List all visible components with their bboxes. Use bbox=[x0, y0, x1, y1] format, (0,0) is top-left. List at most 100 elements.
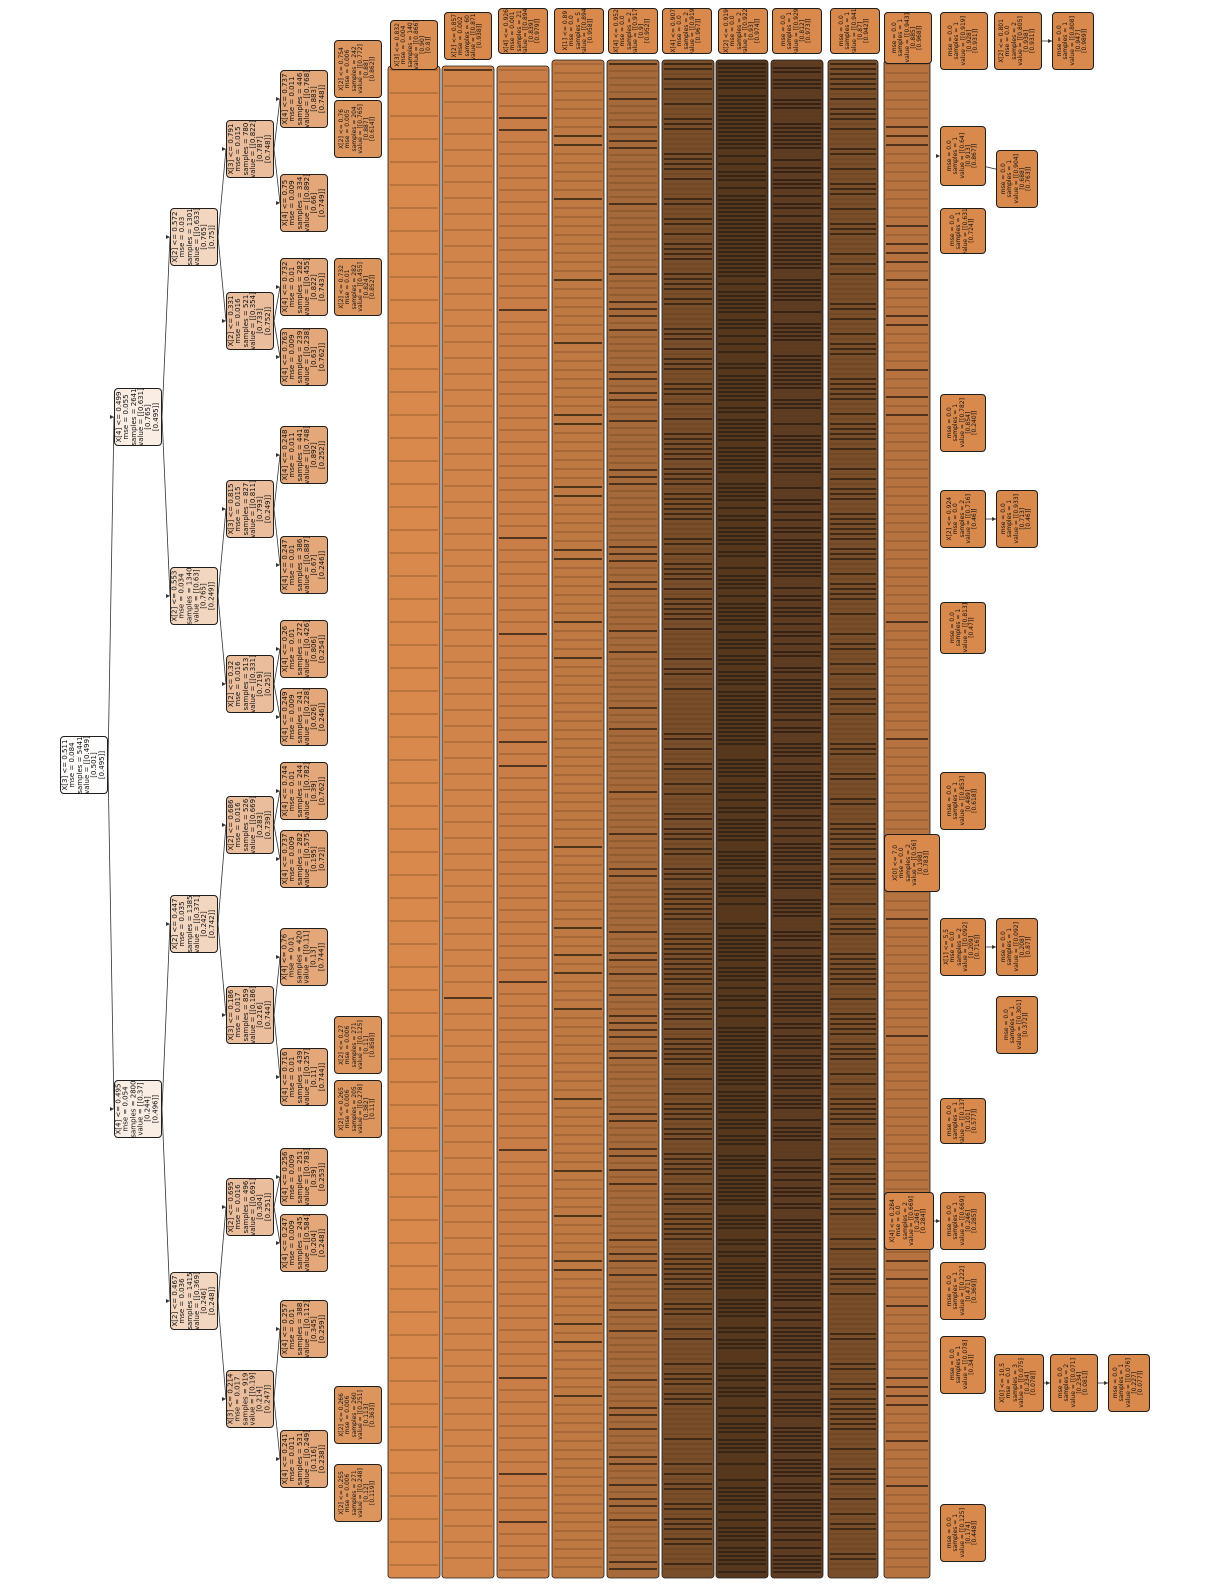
edge-arrowhead bbox=[166, 1299, 170, 1303]
tree-node: X[2] <= 0.266 mse = 0.006 samples = 260 … bbox=[334, 1386, 382, 1444]
tree-node: X[4] <= 0.926 mse = 0.001 samples = 21 v… bbox=[498, 8, 548, 54]
tree-edge bbox=[217, 923, 227, 1016]
edge-arrowhead bbox=[936, 154, 940, 158]
dense-node-column bbox=[551, 59, 605, 1579]
node-label: X[4] <= 0.495 mse = 0.054 samples = 2800… bbox=[114, 1080, 160, 1138]
edge-arrowhead bbox=[222, 1205, 226, 1209]
node-label: X[4] <= 0.257 mse = 0.01 samples = 388 v… bbox=[280, 1300, 326, 1358]
node-label: X[2] <= 0.732 mse = 0.01 samples = 282 v… bbox=[338, 262, 377, 312]
tree-edge bbox=[217, 508, 227, 597]
tree-node: mse = 0.0 samples = 1 value = [[0.125] [… bbox=[940, 1504, 986, 1562]
node-label: mse = 0.0 samples = 1 value = [[0.092] [… bbox=[1000, 922, 1033, 972]
edge-arrowhead bbox=[1048, 39, 1052, 43]
edge-arrowhead bbox=[276, 647, 280, 651]
node-label: mse = 0.0 samples = 1 value = [[0.943] [… bbox=[891, 13, 924, 63]
tree-node: X[2] <= 0.32 mse = 0.016 samples = 513 v… bbox=[226, 655, 274, 713]
node-label: X[4] <= 0.744 mse = 0.01 samples = 244 v… bbox=[280, 762, 326, 820]
node-label: mse = 0.0 samples = 1 value = [[0.919] [… bbox=[947, 16, 980, 66]
tree-node: X[4] <= 0.737 mse = 0.009 samples = 282 … bbox=[280, 830, 328, 888]
tree-node: mse = 0.0 samples = 1 value = [[0.078] [… bbox=[940, 1336, 986, 1394]
node-label: X[3] <= 0.791 mse = 0.015 samples = 780 … bbox=[226, 120, 272, 178]
tree-edge bbox=[107, 416, 115, 766]
tree-edge bbox=[273, 286, 281, 322]
node-label: X[4] <= 0.499 mse = 0.055 samples = 2641… bbox=[114, 388, 160, 446]
edge-arrowhead bbox=[276, 1327, 280, 1331]
tree-node: mse = 0.0 samples = 1 value = [[0.808] [… bbox=[1052, 12, 1094, 70]
tree-node: X[4] <= 0.249 mse = 0.009 samples = 241 … bbox=[280, 688, 328, 746]
edge-arrowhead bbox=[276, 1241, 280, 1245]
tree-edge bbox=[273, 648, 281, 685]
node-label: X[4] <= 0.716 mse = 0.01 samples = 439 v… bbox=[280, 1048, 326, 1106]
edge-arrowhead bbox=[110, 415, 114, 419]
node-label: mse = 0.0 samples = 1 value = [[0.64] [0… bbox=[946, 133, 979, 179]
dense-node-column bbox=[606, 59, 660, 1579]
edge-arrowhead bbox=[276, 955, 280, 959]
tree-edge bbox=[273, 824, 281, 860]
tree-node: X[4] <= 0.75 mse = 0.009 samples = 334 v… bbox=[280, 174, 328, 232]
tree-node: X[3] <= 0.214 mse = 0.017 samples = 919 … bbox=[226, 1370, 274, 1428]
node-label: X[0] <= 10.5 mse = 0.0 samples = 3 value… bbox=[999, 1358, 1038, 1408]
tree-node: X[2] <= 0.732 mse = 0.01 samples = 282 v… bbox=[334, 258, 382, 316]
node-label: X[2] <= 0.331 mse = 0.016 samples = 521 … bbox=[226, 292, 272, 350]
tree-node: X[4] <= 0.248 mse = 0.011 samples = 441 … bbox=[280, 426, 328, 484]
node-label: X[2] <= 0.686 mse = 0.016 samples = 526 … bbox=[226, 796, 272, 854]
edge-arrowhead bbox=[936, 1219, 940, 1223]
node-label: X[4] <= 0.249 mse = 0.009 samples = 241 … bbox=[280, 688, 326, 746]
tree-node: mse = 0.0 samples = 1 value = [[0.669] [… bbox=[940, 1192, 986, 1250]
node-label: X[2] <= 0.265 mse = 0.006 samples = 205 … bbox=[338, 1084, 377, 1134]
node-label: X[2] <= 0.857 mse = 0.002 samples = 60 v… bbox=[451, 12, 484, 60]
tree-node: X[4] <= 0.76 mse = 0.01 samples = 420 va… bbox=[280, 928, 328, 986]
tree-node: mse = 0.0 samples = 1 value = [[0.64] [0… bbox=[940, 126, 986, 186]
tree-edge bbox=[273, 1206, 281, 1244]
edge-arrowhead bbox=[276, 355, 280, 359]
node-label: X[4] <= 0.907 mse = 0.0 samples = 2 valu… bbox=[670, 8, 703, 54]
tree-node: mse = 0.0 samples = 1 value = [[0.813] [… bbox=[940, 602, 986, 654]
tree-node: X[4] <= 0.907 mse = 0.0 samples = 2 valu… bbox=[662, 8, 712, 54]
tree-edge bbox=[273, 790, 281, 826]
edge-arrowhead bbox=[276, 857, 280, 861]
tree-edge bbox=[273, 1014, 281, 1078]
node-label: X[2] <= 0.76 mse = 0.005 samples = 204 v… bbox=[338, 104, 377, 154]
edge-arrowhead bbox=[992, 517, 996, 521]
tree-node: X[2] <= 0.331 mse = 0.016 samples = 521 … bbox=[226, 292, 274, 350]
tree-node: X[3] <= 0.791 mse = 0.015 samples = 780 … bbox=[226, 120, 274, 178]
tree-edge bbox=[161, 236, 171, 418]
node-label: X[4] <= 0.241 mse = 0.011 samples = 531 … bbox=[280, 1430, 326, 1488]
tree-edge bbox=[273, 1176, 281, 1208]
node-label: X[2] <= 0.754 mse = 0.006 samples = 242 … bbox=[338, 44, 377, 94]
tree-edge bbox=[273, 956, 281, 1016]
tree-node: X[4] <= 0.763 mse = 0.009 samples = 239 … bbox=[280, 328, 328, 386]
tree-node: X[4] <= 0.499 mse = 0.055 samples = 2641… bbox=[114, 388, 162, 446]
tree-node: X[2] <= 0.76 mse = 0.005 samples = 204 v… bbox=[334, 100, 382, 158]
tree-node: X[2] <= 0.447 mse = 0.035 samples = 1385… bbox=[170, 895, 218, 953]
node-label: X[2] <= 0.32 mse = 0.016 samples = 513 v… bbox=[226, 655, 272, 713]
tree-node: mse = 0.0 samples = 1 value = [[0.933] [… bbox=[996, 490, 1038, 548]
node-label: mse = 0.0 samples = 1 value = [[0.137] [… bbox=[946, 1098, 979, 1144]
node-label: X[2] <= 0.255 mse = 0.006 samples = 271 … bbox=[338, 1468, 377, 1518]
node-label: mse = 0.0 samples = 1 value = [[0.853] [… bbox=[946, 776, 979, 826]
node-label: X[4] <= 0.247 mse = 0.01 samples = 386 v… bbox=[280, 536, 326, 594]
tree-node: X[4] <= 0.737 mse = 0.011 samples = 446 … bbox=[280, 70, 328, 128]
tree-node: mse = 0.0 samples = 1 value = [[0.919] [… bbox=[940, 12, 988, 70]
tree-node: mse = 0.0 samples = 1 value = [[0.943] [… bbox=[884, 12, 932, 64]
tree-node: X[4] <= 0.732 mse = 0.01 samples = 282 v… bbox=[280, 258, 328, 316]
edge-arrowhead bbox=[276, 453, 280, 457]
tree-node: X[0] <= 10.5 mse = 0.0 samples = 3 value… bbox=[994, 1354, 1044, 1412]
tree-node: X[4] <= 0.257 mse = 0.01 samples = 388 v… bbox=[280, 1300, 328, 1358]
tree-edge bbox=[273, 1328, 281, 1400]
tree-node: mse = 0.0 samples = 1 value = [[0.631] [… bbox=[940, 208, 986, 254]
tree-node: mse = 0.0 samples = 1 value = [[0.853] [… bbox=[940, 772, 986, 830]
tree-node: X[4] <= 0.26 mse = 0.01 samples = 272 va… bbox=[280, 620, 328, 678]
tree-node: mse = 0.0 samples = 1 value = [[0.092] [… bbox=[996, 918, 1038, 976]
tree-node: mse = 0.0 samples = 2 value = [[0.071] [… bbox=[1050, 1354, 1098, 1412]
edge-arrowhead bbox=[276, 1075, 280, 1079]
edge-arrowhead bbox=[110, 1107, 114, 1111]
edge-arrowhead bbox=[276, 715, 280, 719]
edge-arrowhead bbox=[222, 682, 226, 686]
node-label: X[4] <= 0.75 mse = 0.009 samples = 334 v… bbox=[280, 174, 326, 232]
edge-arrowhead bbox=[222, 1013, 226, 1017]
tree-edge bbox=[273, 148, 281, 204]
node-label: X[3] <= 0.832 mse = 0.004 samples = 140 … bbox=[394, 20, 433, 70]
tree-edge bbox=[273, 508, 281, 566]
tree-edge bbox=[273, 454, 281, 510]
